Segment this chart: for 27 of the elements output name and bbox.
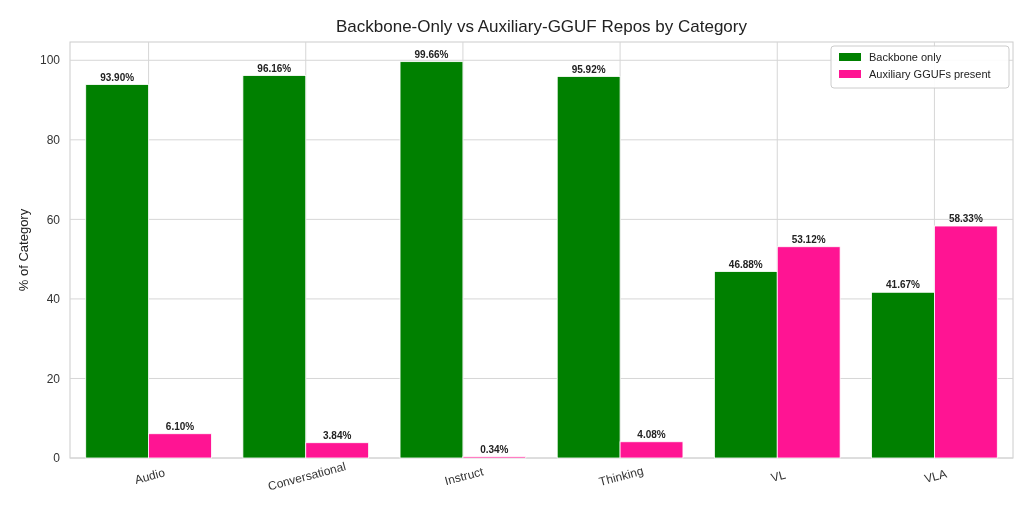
data-label: 99.66% xyxy=(414,48,449,60)
y-tick-label: 100 xyxy=(39,53,61,68)
x-tick-label: Audio xyxy=(133,465,167,487)
legend-label: Auxiliary GGUFs present xyxy=(869,67,991,80)
legend-label: Backbone only xyxy=(869,50,942,63)
data-label: 6.10% xyxy=(165,420,195,432)
y-tick-label: 20 xyxy=(46,371,61,386)
x-tick-label: VL xyxy=(769,467,788,485)
data-label: 41.67% xyxy=(886,279,921,291)
y-tick-label: 40 xyxy=(46,292,61,307)
data-label: 46.88% xyxy=(728,258,763,270)
data-label: 53.12% xyxy=(791,233,826,245)
y-tick-label: 0 xyxy=(53,451,61,466)
x-tick-label: Thinking xyxy=(597,463,645,489)
data-label: 3.84% xyxy=(323,429,352,441)
data-label: 93.90% xyxy=(100,71,135,83)
data-label: 95.92% xyxy=(571,63,606,75)
y-tick-label: 60 xyxy=(46,212,61,227)
x-tick-label: VLA xyxy=(922,466,949,486)
data-label: 58.33% xyxy=(948,213,983,225)
data-label: 0.34% xyxy=(480,443,509,455)
y-tick-label: 80 xyxy=(46,133,61,148)
data-label: 96.16% xyxy=(257,62,292,74)
data-label: 4.08% xyxy=(637,428,666,440)
chart-title: Backbone-Only vs Auxiliary-GGUF Repos by Category xyxy=(336,17,748,36)
y-axis-title: % of Category xyxy=(16,208,31,292)
x-tick-label: Instruct xyxy=(443,464,486,489)
